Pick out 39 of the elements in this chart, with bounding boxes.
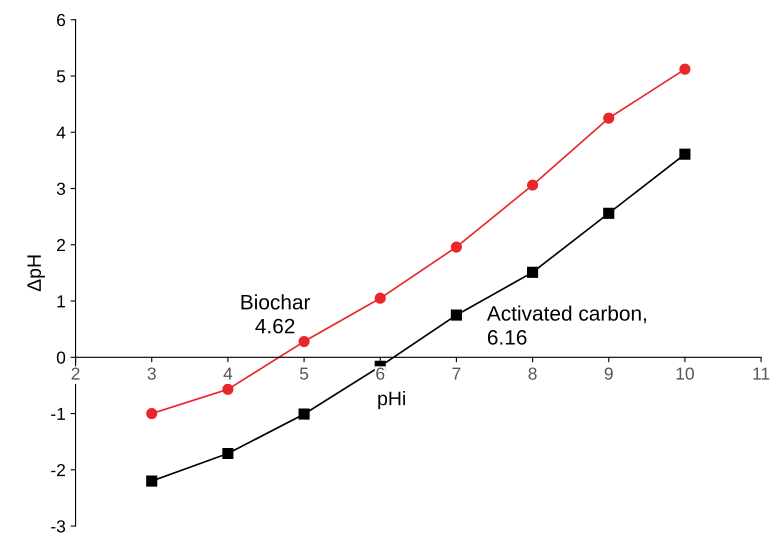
x-tick-label: 8 xyxy=(528,367,537,380)
point xyxy=(146,408,158,420)
point xyxy=(603,208,614,219)
x-tick-label: 7 xyxy=(452,368,460,380)
x-tick-label: 3 xyxy=(148,367,156,380)
y-tick-label: 4 xyxy=(56,126,66,139)
x-tick-label: 11 xyxy=(753,368,770,380)
point xyxy=(527,266,538,278)
x-tick-label: 10 xyxy=(676,367,694,380)
x-tick-label: 4 xyxy=(223,368,232,380)
annotation: Activated carbon, 6.16 xyxy=(486,305,646,345)
annotation: Biochar 4.62 xyxy=(242,294,310,334)
y-tick-label: -1 xyxy=(51,408,65,420)
point xyxy=(298,336,310,348)
point xyxy=(146,476,158,487)
y-tick-label: 5 xyxy=(56,70,66,82)
y-tick-label: 3 xyxy=(56,182,66,195)
point xyxy=(222,384,234,395)
y-axis-title: ΔpH xyxy=(27,256,45,292)
x-tick-label: 2 xyxy=(72,367,80,380)
y-tick-label: 0 xyxy=(56,351,66,364)
y-tick-label: -2 xyxy=(51,464,65,476)
point xyxy=(374,292,386,304)
point xyxy=(298,408,310,420)
y-tick-label: -3 xyxy=(51,520,66,533)
x-tick-label: 6 xyxy=(376,367,384,380)
y-tick-label: 1 xyxy=(58,295,65,308)
y-tick-label: 2 xyxy=(57,238,65,252)
x-axis-title: pHi xyxy=(378,391,405,410)
point xyxy=(679,64,690,75)
point xyxy=(603,112,614,124)
y-tick-label: 6 xyxy=(57,14,66,26)
point xyxy=(222,448,234,460)
point xyxy=(450,241,462,253)
point xyxy=(527,180,538,191)
point xyxy=(450,310,462,321)
x-tick-label: 5 xyxy=(300,368,308,380)
x-tick-label: 9 xyxy=(604,367,613,380)
point xyxy=(679,148,690,160)
